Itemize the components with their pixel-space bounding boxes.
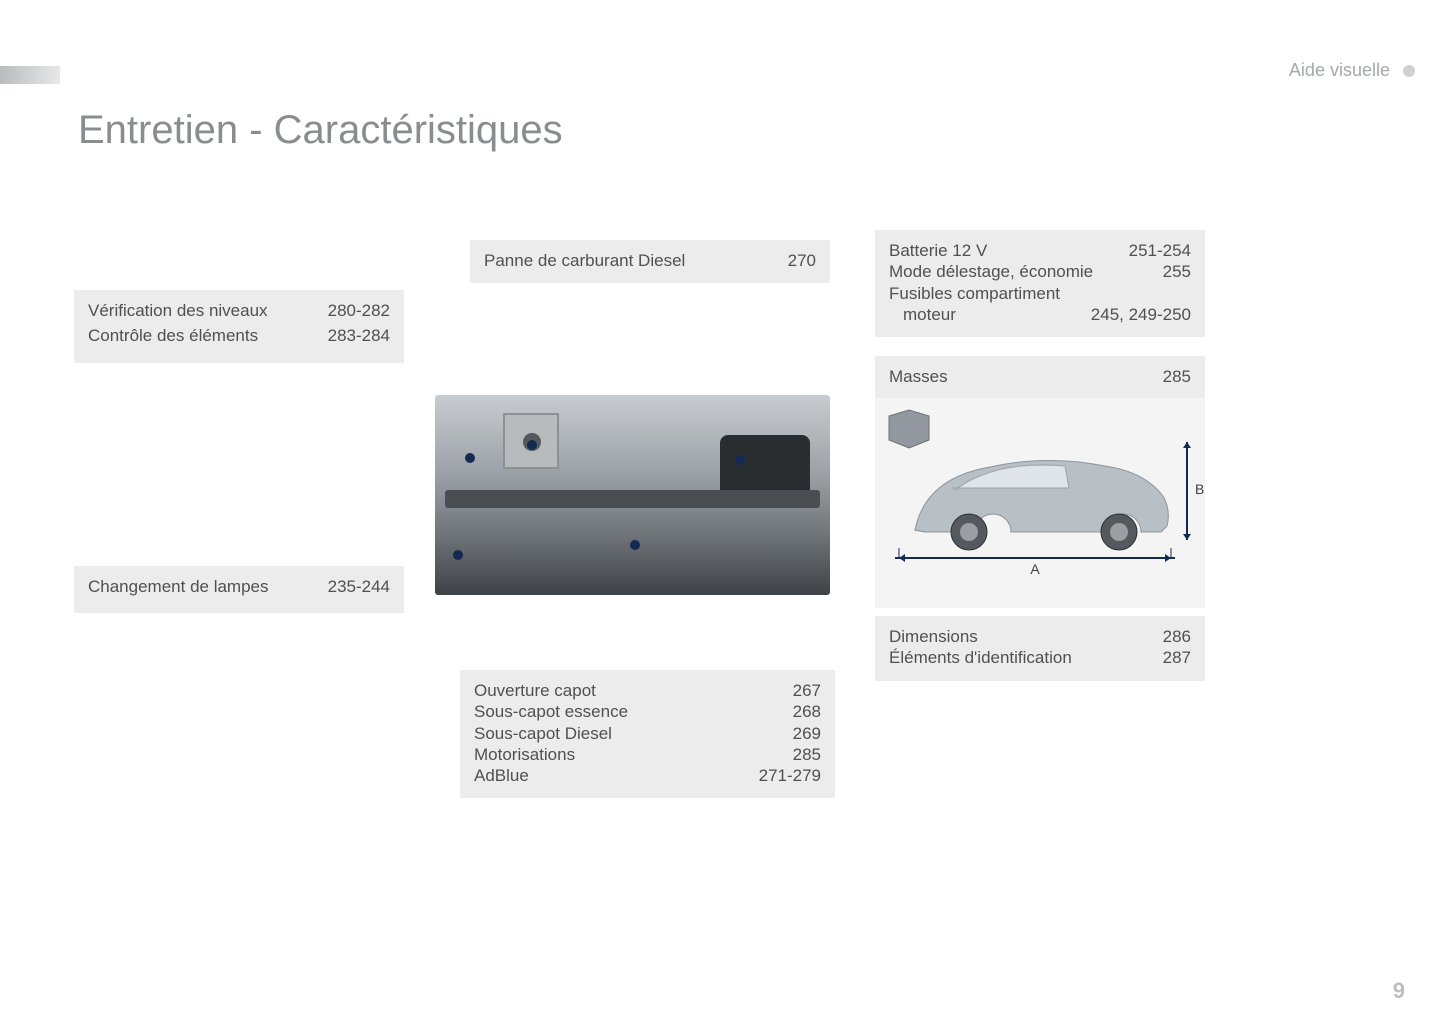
dim-b-label: B [1195, 481, 1204, 497]
callout-lamps: Changement de lampes 235-244 [74, 566, 404, 613]
header-dot-icon [1403, 65, 1415, 77]
header-tab-label: Aide visuelle [1289, 60, 1390, 80]
lead-point-3 [735, 455, 745, 465]
masses-label: Masses [889, 366, 1101, 387]
hood-r1-page: 267 [731, 680, 821, 701]
batt-r3b-label: moteur [889, 304, 1091, 325]
lamps-label: Changement de lampes [88, 576, 300, 597]
callout-levels: Vérification des niveaux 280-282 Contrôl… [74, 290, 404, 363]
car-dimensions-image: A B [875, 398, 1205, 608]
callout-masses: Masses 285 [875, 356, 1205, 399]
fuel-page: 270 [726, 250, 816, 271]
dims-r1-page: 286 [1101, 626, 1191, 647]
callout-battery: Batterie 12 V251-254 Mode délestage, éco… [875, 230, 1205, 337]
engine-crossbar [445, 490, 820, 508]
hood-r4-label: Motorisations [474, 744, 731, 765]
hood-r2-label: Sous-capot essence [474, 701, 731, 722]
hood-r3-page: 269 [731, 723, 821, 744]
levels-heading-2: Contrôle des éléments [88, 325, 300, 346]
batt-r2-label: Mode délestage, économie [889, 261, 1101, 282]
batt-r1-label: Batterie 12 V [889, 240, 1101, 261]
hood-r4-page: 285 [731, 744, 821, 765]
masses-page: 285 [1101, 366, 1191, 387]
callout-fuel: Panne de carburant Diesel 270 [470, 240, 830, 283]
hood-r3-label: Sous-capot Diesel [474, 723, 731, 744]
hood-r2-page: 268 [731, 701, 821, 722]
dims-r1-label: Dimensions [889, 626, 1101, 647]
lead-point-5 [453, 550, 463, 560]
lead-point-1 [527, 440, 537, 450]
dims-r2-label: Éléments d'identification [889, 647, 1101, 668]
hood-r5-label: AdBlue [474, 765, 731, 786]
batt-r3a-label: Fusibles compartiment [889, 284, 1060, 303]
batt-r3-page: 245, 249-250 [1091, 304, 1191, 325]
hood-r1-label: Ouverture capot [474, 680, 731, 701]
fuel-label: Panne de carburant Diesel [484, 250, 726, 271]
hood-r5-page: 271-279 [731, 765, 821, 786]
dims-r2-page: 287 [1101, 647, 1191, 668]
batt-r1-page: 251-254 [1101, 240, 1191, 261]
page-number: 9 [1393, 978, 1405, 1004]
callout-hood: Ouverture capot267 Sous-capot essence268… [460, 670, 835, 798]
engine-bay-image [435, 395, 830, 595]
page-title: Entretien - Caractéristiques [78, 108, 563, 153]
decor-strip [0, 66, 60, 84]
dim-a-label: A [1030, 561, 1040, 577]
lead-point-4 [630, 540, 640, 550]
lead-point-2 [465, 453, 475, 463]
callout-dimensions: Dimensions286 Éléments d'identification2… [875, 616, 1205, 681]
levels-heading-1: Vérification des niveaux [88, 300, 300, 321]
batt-r2-page: 255 [1101, 261, 1191, 282]
lamps-page: 235-244 [300, 576, 390, 597]
levels-page-2: 283-284 [300, 325, 390, 346]
levels-page-1: 280-282 [300, 300, 390, 321]
header-tab: Aide visuelle [1289, 60, 1415, 81]
